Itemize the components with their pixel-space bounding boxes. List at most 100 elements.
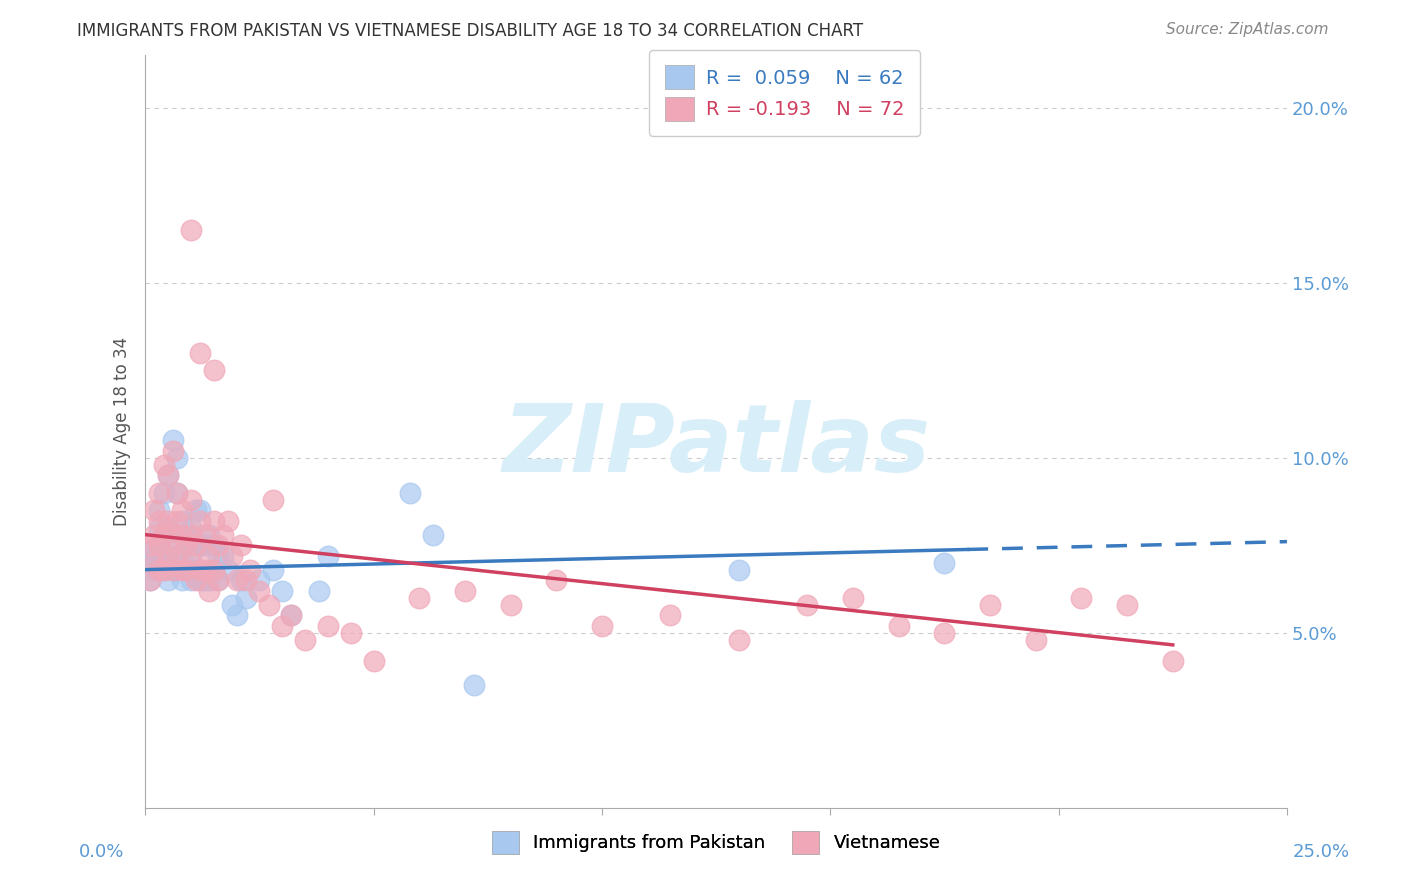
Point [217, 514, 239, 528]
Point [198, 549, 221, 563]
Point [143, 503, 166, 517]
Point [454, 583, 477, 598]
Point [180, 527, 202, 541]
Point [194, 527, 217, 541]
Point [184, 538, 207, 552]
Point [157, 556, 180, 570]
Point [422, 527, 444, 541]
Point [166, 485, 188, 500]
Point [152, 485, 174, 500]
Point [143, 541, 166, 556]
Point [184, 563, 207, 577]
Point [271, 583, 294, 598]
Point [659, 608, 682, 623]
Point [157, 468, 180, 483]
Point [188, 563, 211, 577]
Point [152, 563, 174, 577]
Point [217, 563, 239, 577]
Point [194, 573, 217, 587]
Point [308, 583, 330, 598]
Point [207, 538, 229, 552]
Point [157, 514, 180, 528]
Point [152, 549, 174, 563]
Text: 0.0%: 0.0% [79, 843, 124, 861]
Y-axis label: Disability Age 18 to 34: Disability Age 18 to 34 [114, 337, 131, 526]
Point [143, 563, 166, 577]
Point [207, 549, 229, 563]
Point [176, 563, 198, 577]
Point [1070, 591, 1092, 605]
Point [198, 527, 221, 541]
Point [271, 618, 294, 632]
Point [170, 527, 193, 541]
Point [170, 514, 193, 528]
Legend: Immigrants from Pakistan, Vietnamese: Immigrants from Pakistan, Vietnamese [482, 822, 949, 863]
Point [198, 573, 221, 587]
Point [148, 485, 170, 500]
Point [184, 573, 207, 587]
Point [184, 538, 207, 552]
Point [188, 345, 211, 359]
Point [728, 632, 751, 647]
Point [139, 573, 162, 587]
Point [316, 549, 339, 563]
Point [207, 573, 229, 587]
Point [188, 573, 211, 587]
Point [340, 625, 363, 640]
Point [194, 538, 217, 552]
Point [1161, 654, 1184, 668]
Point [979, 598, 1001, 612]
Point [148, 556, 170, 570]
Point [162, 527, 184, 541]
Point [249, 583, 271, 598]
Point [1116, 598, 1139, 612]
Point [239, 563, 262, 577]
Point [188, 538, 211, 552]
Point [225, 573, 247, 587]
Point [143, 556, 166, 570]
Text: ZIPatlas: ZIPatlas [502, 401, 931, 492]
Point [176, 527, 198, 541]
Point [235, 591, 257, 605]
Point [546, 573, 568, 587]
Point [139, 556, 162, 570]
Text: Source: ZipAtlas.com: Source: ZipAtlas.com [1166, 22, 1329, 37]
Point [463, 678, 485, 692]
Point [728, 563, 751, 577]
Point [294, 632, 316, 647]
Point [363, 654, 385, 668]
Point [166, 549, 188, 563]
Point [202, 363, 225, 377]
Point [262, 492, 284, 507]
Point [249, 573, 271, 587]
Point [221, 549, 243, 563]
Point [176, 538, 198, 552]
Point [180, 573, 202, 587]
Point [257, 598, 280, 612]
Point [198, 583, 221, 598]
Point [162, 563, 184, 577]
Point [235, 573, 257, 587]
Point [162, 538, 184, 552]
Point [231, 573, 253, 587]
Point [157, 549, 180, 563]
Point [212, 549, 235, 563]
Point [221, 598, 243, 612]
Point [148, 563, 170, 577]
Point [162, 563, 184, 577]
Point [231, 538, 253, 552]
Point [188, 503, 211, 517]
Point [166, 485, 188, 500]
Point [207, 573, 229, 587]
Point [591, 618, 613, 632]
Text: IMMIGRANTS FROM PAKISTAN VS VIETNAMESE DISABILITY AGE 18 TO 34 CORRELATION CHART: IMMIGRANTS FROM PAKISTAN VS VIETNAMESE D… [77, 22, 863, 40]
Text: 25.0%: 25.0% [1294, 843, 1350, 861]
Point [139, 538, 162, 552]
Point [148, 538, 170, 552]
Point [157, 521, 180, 535]
Point [194, 563, 217, 577]
Point [170, 549, 193, 563]
Point [796, 598, 818, 612]
Point [162, 433, 184, 447]
Point [170, 563, 193, 577]
